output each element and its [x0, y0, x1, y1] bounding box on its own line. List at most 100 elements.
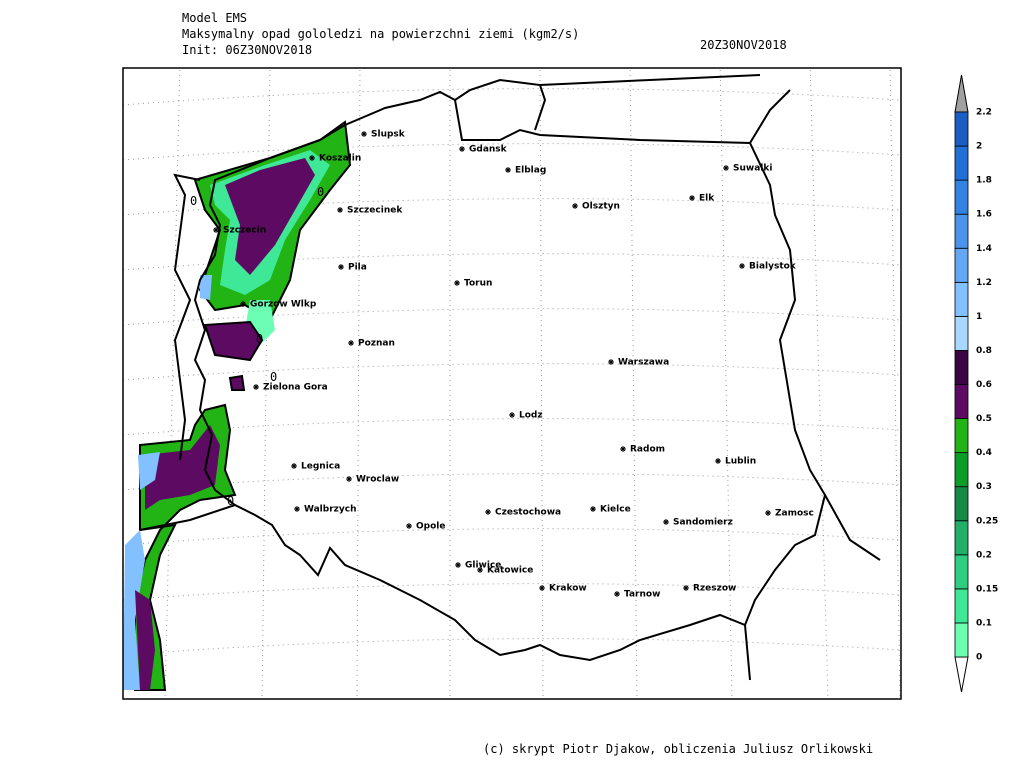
colorbar-label: 2: [976, 142, 982, 152]
city-marker: [765, 510, 771, 516]
city-label: Radom: [630, 445, 665, 455]
colorbar-bin: [954, 247, 969, 283]
colorbar-bin: [954, 520, 969, 556]
city-label: Bialystok: [749, 262, 797, 272]
city-marker: [291, 463, 297, 469]
colorbar-label: 0.3: [976, 482, 992, 492]
colorbar-label: 0: [976, 653, 982, 663]
colorbar-bin: [954, 281, 969, 317]
city-label: Suwalki: [733, 164, 772, 174]
colorbar-bin: [954, 384, 969, 419]
city-label: Katowice: [487, 566, 533, 576]
colorbar-label: 0.4: [976, 448, 992, 458]
city-label: Lublin: [725, 457, 756, 467]
city-marker: [539, 585, 545, 591]
city-label: Zielona Gora: [263, 383, 328, 393]
city-marker: [406, 523, 412, 529]
city-marker: [689, 195, 695, 201]
colorbar-bin: [954, 111, 969, 147]
colorbar-label: 1: [976, 312, 982, 322]
city-label: Rzeszow: [693, 584, 736, 594]
colorbar-label: 0.8: [976, 346, 992, 356]
colorbar-label: 1.4: [976, 244, 992, 254]
colorbar-label: 0.6: [976, 380, 992, 390]
city-label: Gorzow Wlkp: [250, 300, 317, 310]
city-marker: [614, 591, 620, 597]
footer: (c) skrypt Piotr Djakow, obliczenia Juli…: [483, 742, 873, 756]
city-marker: [294, 506, 300, 512]
city-label: Wroclaw: [356, 475, 399, 485]
city-marker: [663, 519, 669, 525]
colorbar-label: 0.25: [976, 516, 998, 526]
city-marker: [454, 280, 460, 286]
colorbar-bin: [954, 588, 969, 624]
city-label: Tarnow: [624, 590, 660, 600]
colorbar-bin: [954, 486, 969, 522]
city-marker: [715, 458, 721, 464]
contour-label: 0: [270, 370, 277, 384]
city-label: Legnica: [301, 462, 340, 472]
city-label: Gliwice: [465, 561, 501, 571]
city-marker: [213, 227, 219, 233]
colorbar-label: 0.15: [976, 584, 998, 594]
city-marker: [348, 340, 354, 346]
city-label: Krakow: [549, 584, 587, 594]
colorbar-label: 0.2: [976, 550, 992, 560]
city-label: Warszawa: [618, 358, 669, 368]
contour-label: 0: [317, 185, 324, 199]
colorbar: 0 0.1 0.15 0.2 0.25 0.3 0.4 0.5 0.6 0.8 1 1.2 1.4 1.6…: [954, 74, 998, 693]
city-label: Opole: [416, 522, 445, 532]
colorbar-label: 0.5: [976, 414, 992, 424]
map-frame: [122, 67, 902, 700]
colorbar-label: 1.6: [976, 210, 992, 220]
init: Init: 06Z30NOV2018: [182, 43, 312, 57]
contour-labels: 0 0 0 0 0: [190, 185, 324, 508]
colorbar-bin: [954, 418, 969, 454]
colorbar-bin: [954, 350, 969, 385]
contour-label: 0: [190, 194, 197, 208]
city-label: Pila: [348, 263, 367, 273]
colorbar-bin: [954, 622, 969, 658]
city-label: Poznan: [358, 339, 395, 349]
contour-label: 0: [227, 494, 234, 508]
city-marker: [337, 207, 343, 213]
colorbar-bin: [954, 213, 969, 249]
city-label: Slupsk: [371, 130, 406, 140]
city-marker: [505, 167, 511, 173]
city-marker: [572, 203, 578, 209]
model: Model EMS: [182, 11, 247, 25]
city-label: Zamosc: [775, 509, 814, 519]
city-marker: [361, 131, 367, 137]
map: 0 0 0 0 0 Slupsk Gdansk Koszalin Elblag Suwa…: [123, 68, 901, 699]
city-marker: [683, 585, 689, 591]
city-label: Olsztyn: [582, 202, 620, 212]
city-label: Elk: [699, 194, 715, 204]
poland-border: [193, 90, 827, 662]
colorbar-bin: [954, 554, 969, 590]
city-label: Lodz: [519, 411, 543, 421]
city-label: Kielce: [600, 505, 631, 515]
city-marker: [477, 567, 483, 573]
city-marker: [509, 412, 515, 418]
city-label: Elblag: [515, 166, 546, 176]
city-label: Torun: [464, 279, 492, 289]
colorbar-under: [954, 656, 969, 693]
neighbour-borders: [139, 74, 881, 681]
colorbar-bin: [954, 179, 969, 215]
colorbar-bin: [954, 452, 969, 488]
city-marker: [455, 562, 461, 568]
city-label: Szczecinek: [347, 206, 403, 216]
colorbar-label: 2.2: [976, 108, 992, 118]
city-label: Walbrzych: [304, 505, 357, 515]
city-marker: [608, 359, 614, 365]
contour-label: 0: [256, 332, 263, 346]
city-marker: [723, 165, 729, 171]
city-label: Koszalin: [319, 154, 361, 164]
city-marker: [459, 146, 465, 152]
city-marker: [739, 263, 745, 269]
city-marker: [590, 506, 596, 512]
colorbar-over: [954, 74, 969, 113]
precipitation: [123, 120, 352, 691]
city-marker: [485, 509, 491, 515]
